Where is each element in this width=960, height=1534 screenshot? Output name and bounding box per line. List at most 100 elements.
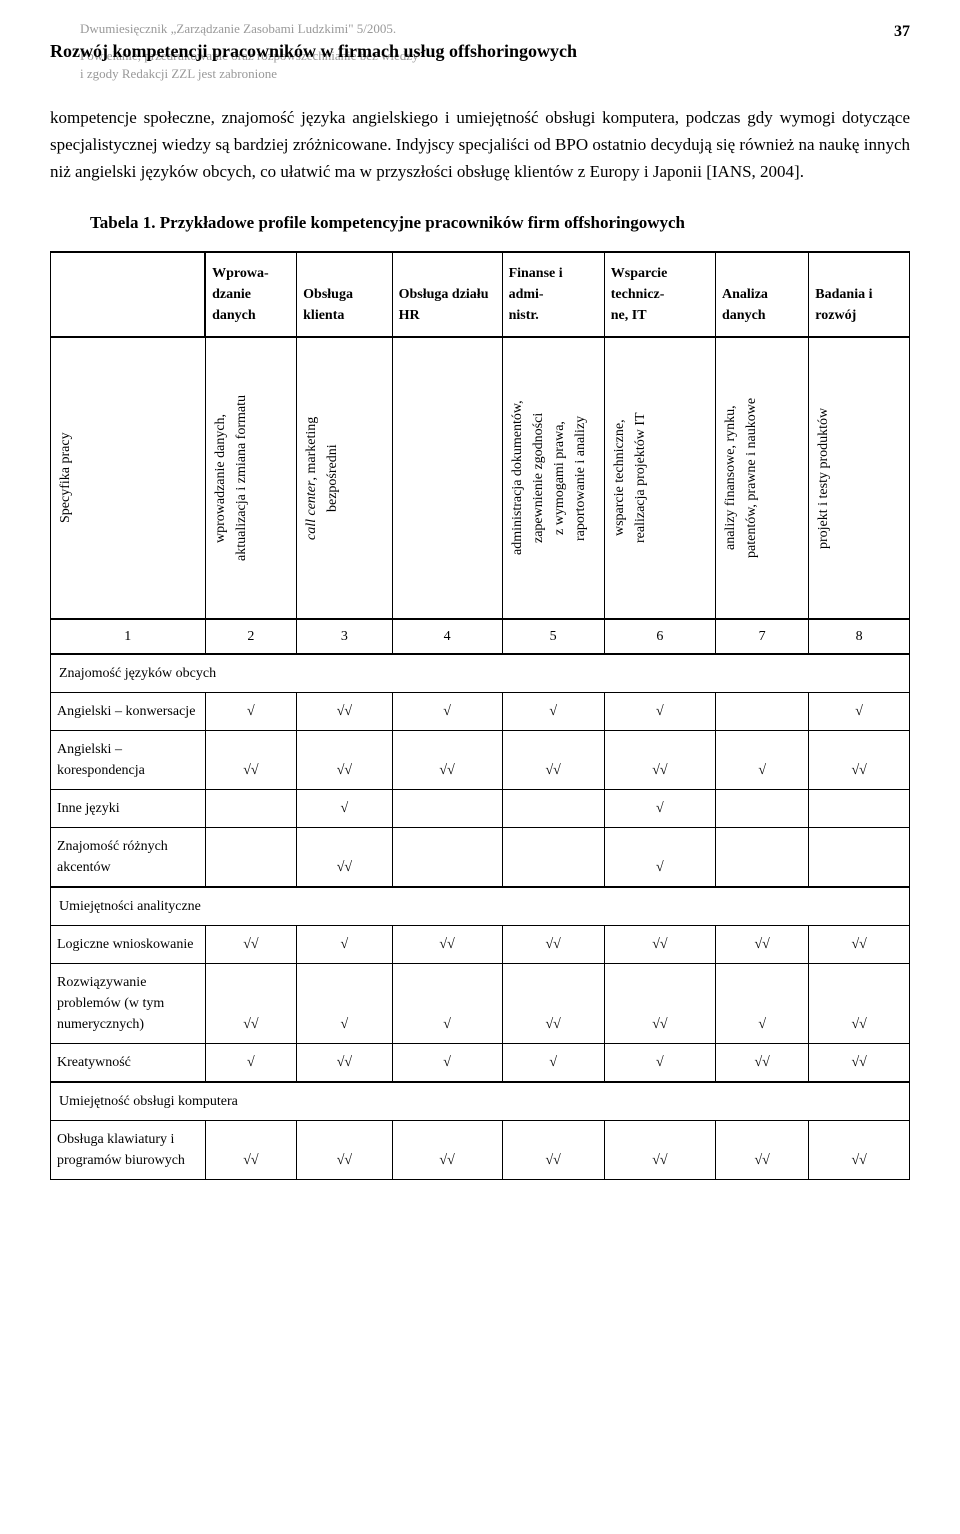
column-number: 2 [205,619,297,654]
vertical-label-cell: wsparcie techniczne,realizacja projektów… [604,337,715,619]
vertical-label-cell [392,337,502,619]
column-number: 7 [716,619,809,654]
row-label: Znajomość różnych akcentów [51,827,206,887]
competency-cell [502,827,604,887]
page-header: 37 Dwumiesięcznik „Zarządzanie Zasobami … [50,20,910,84]
table-row: Logiczne wnioskowanie√√√√√√√√√√√√√ [51,925,910,963]
competency-cell: √√ [205,1120,297,1179]
competency-cell: √ [716,730,809,789]
competency-cell: √√ [809,925,910,963]
column-header: Wsparcie technicz-ne, IT [604,252,715,337]
header-meta-line: i zgody Redakcji ZZL jest zabronione [80,65,910,83]
competency-cell: √√ [604,963,715,1043]
competency-cell [716,789,809,827]
competency-cell: √√ [716,925,809,963]
table-caption: Tabela 1. Przykładowe profile kompetency… [90,210,910,236]
competency-cell: √√ [392,730,502,789]
competency-cell: √√ [604,1120,715,1179]
column-header: Badania i rozwój [809,252,910,337]
competency-cell: √ [297,789,392,827]
column-header: Wprowa-dzanie danych [205,252,297,337]
vertical-label-cell: wprowadzanie danych,aktualizacja i zmian… [205,337,297,619]
competency-cell: √√ [809,1120,910,1179]
vertical-label-cell: Specyfika pracy [51,337,206,619]
vertical-label-cell: analizy finansowe, rynku,patentów, prawn… [716,337,809,619]
competency-cell: √√ [809,730,910,789]
section-title: Znajomość języków obcych [51,654,910,693]
competency-cell: √ [297,963,392,1043]
column-header: Obsługa działu HR [392,252,502,337]
competency-cell: √ [604,789,715,827]
competency-cell: √√ [297,827,392,887]
table-row: Angielski – konwersacje√√√√√√√ [51,692,910,730]
competency-cell: √ [392,1043,502,1082]
column-number: 8 [809,619,910,654]
table-row: Angielski – korespondencja√√√√√√√√√√√√√ [51,730,910,789]
competency-cell: √√ [205,925,297,963]
row-label: Kreatywność [51,1043,206,1082]
competency-cell: √ [604,1043,715,1082]
row-label: Logiczne wnioskowanie [51,925,206,963]
header-meta-line: Dwumiesięcznik „Zarządzanie Zasobami Lud… [50,20,910,38]
row-label: Inne języki [51,789,206,827]
competency-cell [716,692,809,730]
column-header: Finanse i admi-nistr. [502,252,604,337]
competency-cell: √ [205,692,297,730]
vertical-label: wprowadzanie danych,aktualizacja i zmian… [208,343,254,613]
competency-cell [502,789,604,827]
section-title: Umiejętność obsługi komputera [51,1082,910,1121]
column-header: Analiza danych [716,252,809,337]
competency-cell: √√ [604,730,715,789]
competency-cell: √√ [809,963,910,1043]
vertical-label-cell: call center, marketingbezpośredni [297,337,392,619]
competency-cell: √√ [297,1043,392,1082]
competency-cell: √√ [205,730,297,789]
row-label: Angielski – korespondencja [51,730,206,789]
vertical-label-cell: administracja dokumentów,zapewnienie zgo… [502,337,604,619]
competency-cell: √ [392,692,502,730]
competency-cell [205,789,297,827]
column-header [51,252,206,337]
vertical-label-cell: projekt i testy produktów [809,337,910,619]
competency-cell [716,827,809,887]
competency-cell [809,789,910,827]
row-label: Rozwiązywanie problemów (w tym numeryczn… [51,963,206,1043]
vertical-label: wsparcie techniczne,realizacja projektów… [607,343,653,613]
column-number: 6 [604,619,715,654]
competency-cell: √√ [502,963,604,1043]
table-row: Znajomość różnych akcentów√√√ [51,827,910,887]
competency-cell: √√ [502,925,604,963]
column-number: 1 [51,619,206,654]
caption-text: Przykładowe profile kompetencyjne pracow… [160,213,685,232]
competency-cell: √√ [716,1043,809,1082]
competency-cell: √√ [604,925,715,963]
table-row: Obsługa klawiatury i programów biurowych… [51,1120,910,1179]
table-row: Kreatywność√√√√√√√√√√ [51,1043,910,1082]
competency-cell: √ [604,692,715,730]
competency-cell: √√ [716,1120,809,1179]
competency-cell [205,827,297,887]
table-row: Inne języki √ √ [51,789,910,827]
competency-cell: √ [205,1043,297,1082]
competency-cell: √ [502,1043,604,1082]
competency-cell: √√ [392,1120,502,1179]
vertical-label [395,343,399,613]
vertical-label: call center, marketingbezpośredni [299,343,345,613]
competency-cell [392,827,502,887]
competency-cell: √√ [297,730,392,789]
competency-cell: √ [392,963,502,1043]
column-number: 5 [502,619,604,654]
page-title: Rozwój kompetencji pracowników w firmach… [50,38,910,65]
competency-cell: √√ [205,963,297,1043]
competency-cell: √√ [297,1120,392,1179]
vertical-label: Specyfika pracy [53,343,78,613]
competency-cell: √ [502,692,604,730]
competency-cell: √√ [297,692,392,730]
competency-cell [809,827,910,887]
competency-table: Wprowa-dzanie danychObsługa klientaObsłu… [50,251,910,1180]
column-number: 4 [392,619,502,654]
competency-cell: √ [716,963,809,1043]
caption-label: Tabela 1. [90,213,156,232]
competency-cell: √√ [392,925,502,963]
column-number: 3 [297,619,392,654]
